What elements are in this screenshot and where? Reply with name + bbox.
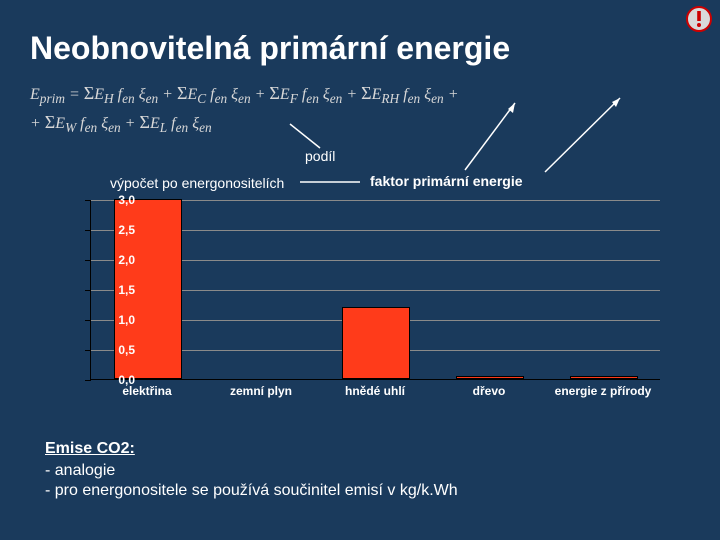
- footer-bullet: - pro energonositele se používá součinit…: [45, 482, 458, 500]
- x-axis-label: zemní plyn: [204, 384, 318, 398]
- y-axis-label: 0,5: [105, 343, 135, 357]
- footer-block: Emise CO2: - analogie - pro energonosite…: [45, 440, 458, 500]
- bar: [342, 307, 410, 379]
- bar: [456, 376, 524, 379]
- annot-vypocet: výpočet po energonositelích: [110, 175, 284, 191]
- x-axis-label: hnědé uhlí: [318, 384, 432, 398]
- x-axis-label: elektřina: [90, 384, 204, 398]
- formula: Eprim = ΣEH fen ξen + ΣEC fen ξen + ΣEF …: [30, 80, 650, 140]
- x-axis-label: dřevo: [432, 384, 546, 398]
- annot-podil: podíl: [305, 148, 335, 164]
- bar: [570, 376, 638, 379]
- formula-line1: Eprim = ΣEH fen ξen + ΣEC fen ξen + ΣEF …: [30, 80, 650, 109]
- y-axis-label: 3,0: [105, 193, 135, 207]
- arrow-vypocet: [300, 175, 360, 189]
- page-title: Neobnovitelná primární energie: [30, 30, 510, 67]
- footer-heading: Emise CO2:: [45, 440, 458, 458]
- formula-line2: + ΣEW fen ξen + ΣEL fen ξen: [30, 109, 650, 138]
- chart-plot-area: [90, 200, 660, 380]
- y-axis-label: 1,5: [105, 283, 135, 297]
- y-axis-label: 2,0: [105, 253, 135, 267]
- y-axis-label: 1,0: [105, 313, 135, 327]
- footer-bullet: - analogie: [45, 462, 458, 480]
- x-axis-label: energie z přírody: [546, 384, 660, 398]
- bar-chart: 0,00,51,01,52,02,53,0 elektřinazemní ply…: [50, 200, 670, 410]
- y-axis-label: 2,5: [105, 223, 135, 237]
- alert-icon: [686, 6, 712, 37]
- annot-faktor: faktor primární energie: [370, 173, 523, 189]
